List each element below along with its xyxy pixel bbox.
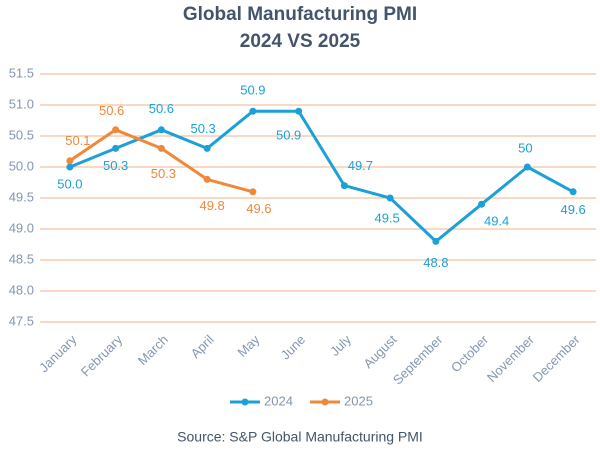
x-tick-label: November: [484, 331, 537, 384]
y-tick-label: 47.5: [9, 313, 34, 328]
data-label: 49.6: [560, 202, 585, 217]
data-point: [523, 163, 531, 171]
legend-marker: [321, 398, 329, 406]
data-label: 49.7: [348, 158, 373, 173]
y-tick-label: 49.5: [9, 189, 34, 204]
data-point: [386, 194, 394, 202]
x-tick-label: April: [188, 332, 217, 361]
legend-marker: [241, 398, 249, 406]
legend-label: 2024: [264, 393, 293, 408]
x-tick-label: February: [78, 332, 126, 380]
data-label: 49.4: [484, 214, 509, 229]
data-point: [478, 200, 486, 208]
data-point: [203, 144, 211, 152]
y-tick-label: 48.0: [9, 282, 34, 297]
y-tick-label: 50.5: [9, 127, 34, 142]
chart-subtitle: 2024 VS 2025: [240, 31, 361, 52]
x-tick-label: October: [448, 331, 492, 375]
data-label: 49.6: [246, 201, 271, 216]
data-point: [249, 107, 257, 115]
x-tick-label: September: [390, 331, 446, 387]
data-point: [66, 163, 74, 171]
series-line: [69, 128, 254, 194]
x-tick-label: January: [36, 332, 80, 376]
data-label: 50.3: [151, 166, 176, 181]
x-tick-label: August: [360, 332, 399, 371]
x-tick-label: March: [135, 332, 171, 368]
data-label: 50.3: [190, 121, 215, 136]
data-label: 50.9: [276, 128, 301, 143]
data-point: [249, 188, 257, 196]
data-label: 50.6: [99, 103, 124, 118]
data-label: 50: [518, 140, 532, 155]
data-point: [66, 157, 74, 165]
source-note: Source: S&P Global Manufacturing PMI: [177, 429, 423, 445]
data-point: [295, 107, 303, 115]
data-point: [569, 188, 577, 196]
data-point: [112, 144, 120, 152]
data-label: 50.1: [65, 133, 90, 148]
y-tick-label: 50.0: [9, 158, 34, 173]
data-label: 50.9: [240, 83, 265, 98]
y-tick-label: 51.0: [9, 96, 34, 111]
data-point: [112, 126, 120, 134]
data-label: 49.5: [374, 210, 399, 225]
data-label: 50.3: [103, 158, 128, 173]
data-label: 50.6: [149, 101, 174, 116]
y-tick-label: 51.5: [9, 65, 34, 80]
x-tick-label: December: [530, 331, 583, 384]
data-point: [157, 126, 165, 134]
x-tick-label: July: [327, 332, 354, 359]
x-tick-label: June: [278, 332, 309, 363]
y-tick-label: 48.5: [9, 251, 34, 266]
chart-title: Global Manufacturing PMI: [183, 4, 417, 25]
data-label: 50.0: [57, 176, 82, 191]
data-label: 48.8: [423, 255, 448, 270]
data-point: [432, 237, 440, 245]
data-point: [203, 175, 211, 183]
y-tick-label: 49.0: [9, 220, 34, 235]
data-point: [340, 182, 348, 190]
x-tick-label: May: [234, 332, 262, 360]
legend-label: 2025: [344, 393, 373, 408]
series-line: [69, 109, 574, 243]
data-point: [157, 144, 165, 152]
data-label: 49.8: [199, 198, 224, 213]
